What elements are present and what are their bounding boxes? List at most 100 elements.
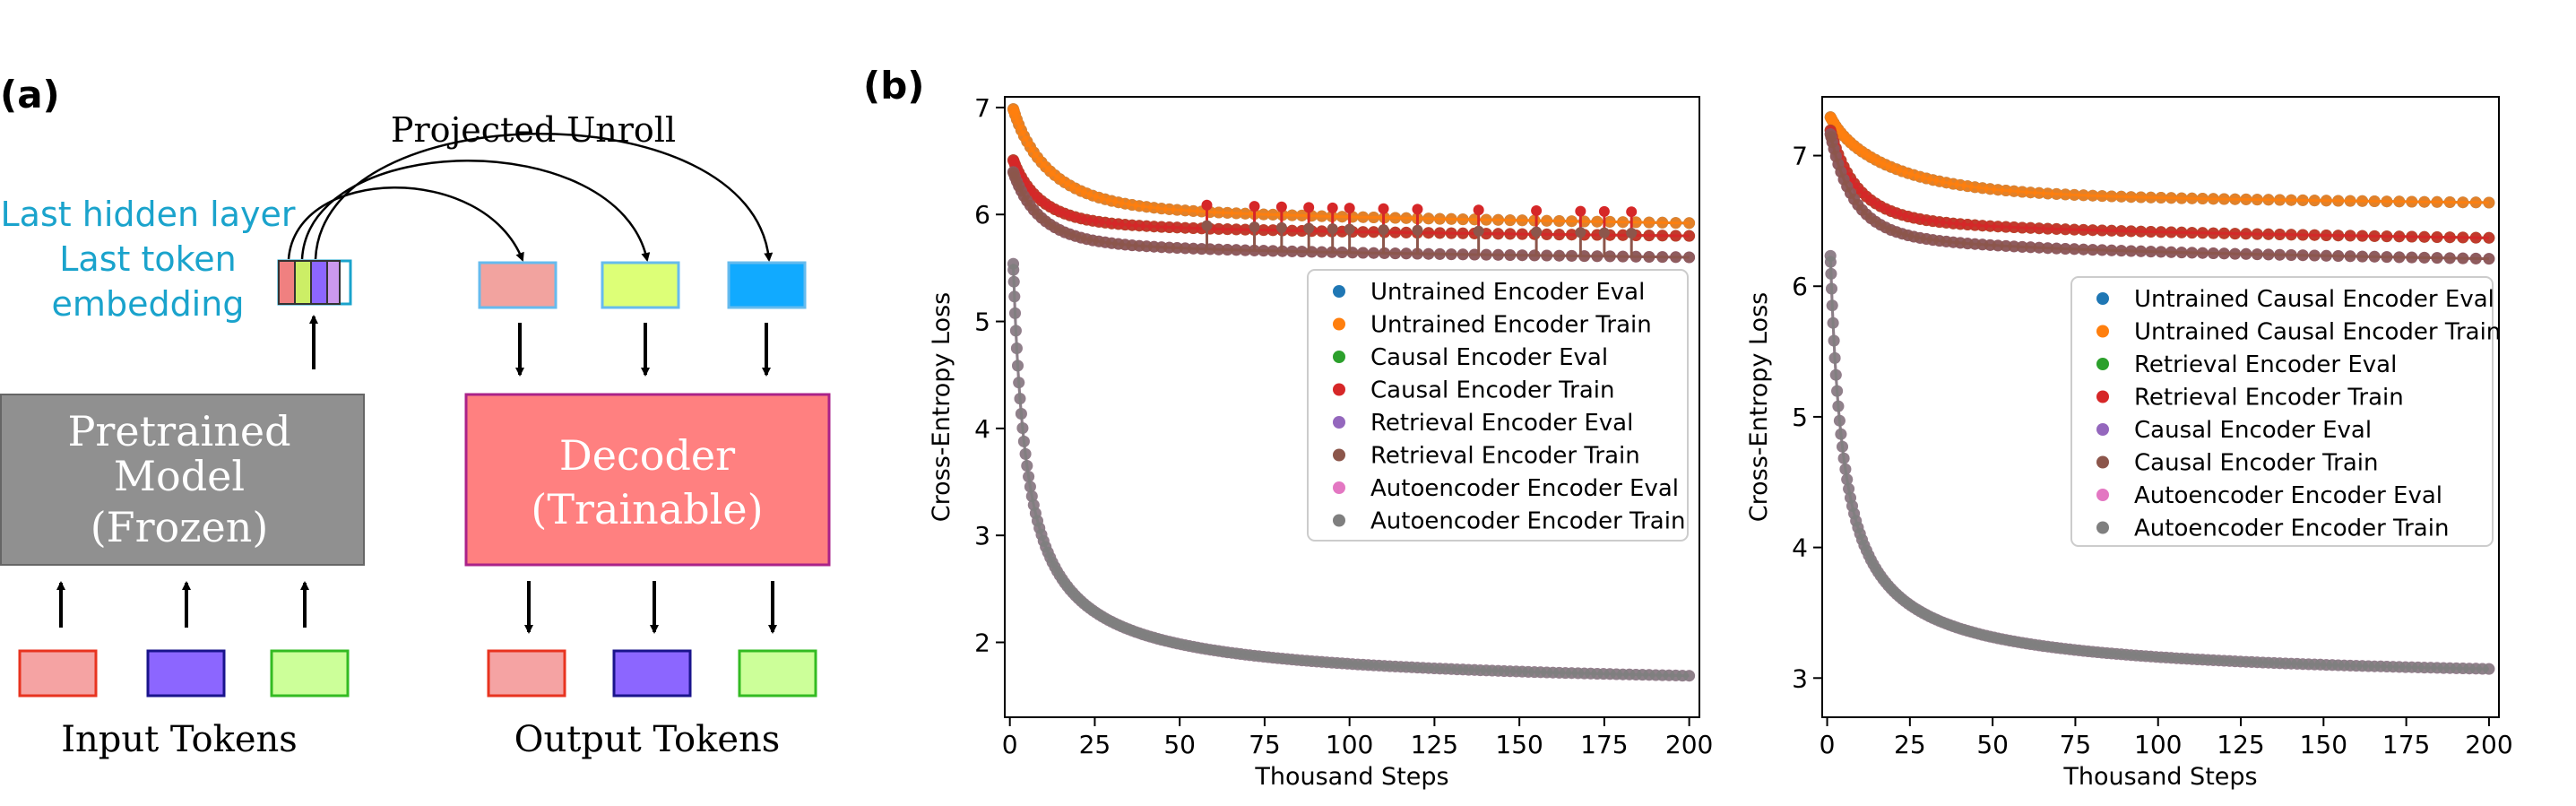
data-point	[1433, 227, 1446, 239]
data-point	[2050, 187, 2062, 200]
data-point	[2125, 225, 2138, 238]
legend-marker	[1333, 448, 1345, 462]
data-point	[1832, 400, 1845, 412]
x-tick-label: 0	[1820, 730, 1836, 759]
data-point	[2050, 222, 2062, 235]
data-point	[1010, 342, 1023, 354]
data-point	[2229, 228, 2242, 240]
legend: Untrained Causal Encoder Eval Untrained C…	[2070, 276, 2501, 547]
data-point	[1541, 214, 1553, 227]
data-point	[1553, 215, 1566, 227]
data-point	[1831, 385, 1844, 397]
data-point	[1276, 245, 1289, 257]
data-point	[1457, 213, 1469, 226]
data-point	[2145, 246, 2157, 258]
pretrained-box-line-1: Pretrained	[67, 407, 290, 455]
input-tokens-label: Input Tokens	[61, 719, 298, 760]
data-point	[1007, 264, 1020, 276]
data-point	[1230, 223, 1242, 236]
panel-a: (a) Projected Unroll Last hidden layer L…	[0, 73, 831, 760]
data-point	[1368, 212, 1380, 223]
data-point	[2016, 240, 2028, 253]
data-point	[1643, 230, 1655, 242]
data-point	[1336, 211, 1348, 223]
data-point	[1828, 334, 1840, 347]
legend-entry: Retrieval Encoder Eval	[2134, 351, 2397, 378]
data-point	[2431, 252, 2443, 264]
data-point	[1422, 247, 1435, 260]
data-point	[2025, 221, 2036, 234]
data-point	[2207, 227, 2219, 239]
pretrained-model-box	[0, 394, 365, 566]
data-point	[2274, 194, 2286, 206]
unroll-arrow-3	[314, 133, 774, 262]
data-point	[1230, 244, 1242, 256]
data-point	[2059, 223, 2071, 236]
data-point	[1389, 247, 1402, 260]
data-point	[2368, 250, 2381, 263]
data-point	[2344, 195, 2356, 207]
data-point	[2356, 230, 2369, 242]
data-point	[1316, 225, 1328, 238]
y-tick-label: 5	[974, 308, 990, 337]
decoder-box-line-1: Decoder	[559, 431, 735, 480]
legend-marker	[2096, 521, 2109, 534]
data-point	[1187, 242, 1199, 255]
data-point	[2196, 247, 2209, 259]
data-point	[1516, 249, 1528, 262]
data-point	[2381, 195, 2393, 208]
data-point	[2469, 196, 2482, 209]
data-point	[2042, 242, 2054, 255]
data-point	[1826, 282, 1837, 295]
data-point	[1480, 213, 1492, 226]
data-point	[1239, 207, 1251, 220]
data-point	[1400, 226, 1413, 238]
data-point	[2175, 226, 2188, 238]
chart-1: 0 25 50 75 100 125 150 175 200 2 3 4 5 6 7 Thousand Ste…	[928, 93, 1713, 791]
data-point	[2431, 231, 2443, 243]
data-point	[1541, 228, 1553, 240]
spike-point	[1327, 202, 1338, 213]
output-token-purple	[612, 649, 692, 698]
data-point	[1492, 213, 1504, 226]
projected-token-yellow	[601, 261, 680, 309]
legend-marker	[1333, 317, 1345, 331]
data-point	[1009, 307, 1021, 319]
legend-frame	[1307, 269, 1689, 542]
spike-point	[1378, 203, 1389, 214]
data-point	[1492, 228, 1504, 240]
axes-frame	[1821, 96, 2500, 718]
data-point	[2344, 230, 2356, 242]
data-point	[1656, 216, 1669, 229]
legend-entry: Retrieval Encoder Train	[2134, 385, 2404, 412]
data-point	[1230, 207, 1242, 220]
data-point	[1013, 377, 1025, 389]
decoder-box-line-2: (Trainable)	[531, 485, 763, 533]
spike-point	[1598, 205, 1610, 217]
data-point	[1528, 214, 1541, 227]
data-point	[2443, 252, 2456, 264]
data-point	[1411, 247, 1423, 260]
data-point	[1683, 217, 1696, 230]
data-point	[2483, 231, 2495, 244]
hidden-layer-label-1: Last hidden layer	[1, 195, 296, 234]
data-point	[2262, 248, 2275, 261]
data-point	[1617, 250, 1629, 263]
legend-frame	[2070, 276, 2494, 547]
data-point	[2483, 196, 2495, 209]
legend-marker	[1333, 351, 1345, 363]
data-point	[1179, 221, 1191, 234]
data-point	[2059, 188, 2071, 201]
panel-a-label: (a)	[0, 73, 60, 117]
spike-point	[1344, 223, 1355, 235]
data-point	[1017, 435, 1030, 447]
unroll-arrow-2	[300, 160, 651, 262]
x-tick-label: 75	[2060, 730, 2092, 759]
series-line	[1828, 117, 2489, 204]
spike-point	[1473, 225, 1484, 237]
data-point	[1266, 208, 1279, 221]
legend-marker	[1333, 285, 1345, 298]
data-point	[2087, 224, 2099, 237]
data-point	[2068, 243, 2080, 256]
